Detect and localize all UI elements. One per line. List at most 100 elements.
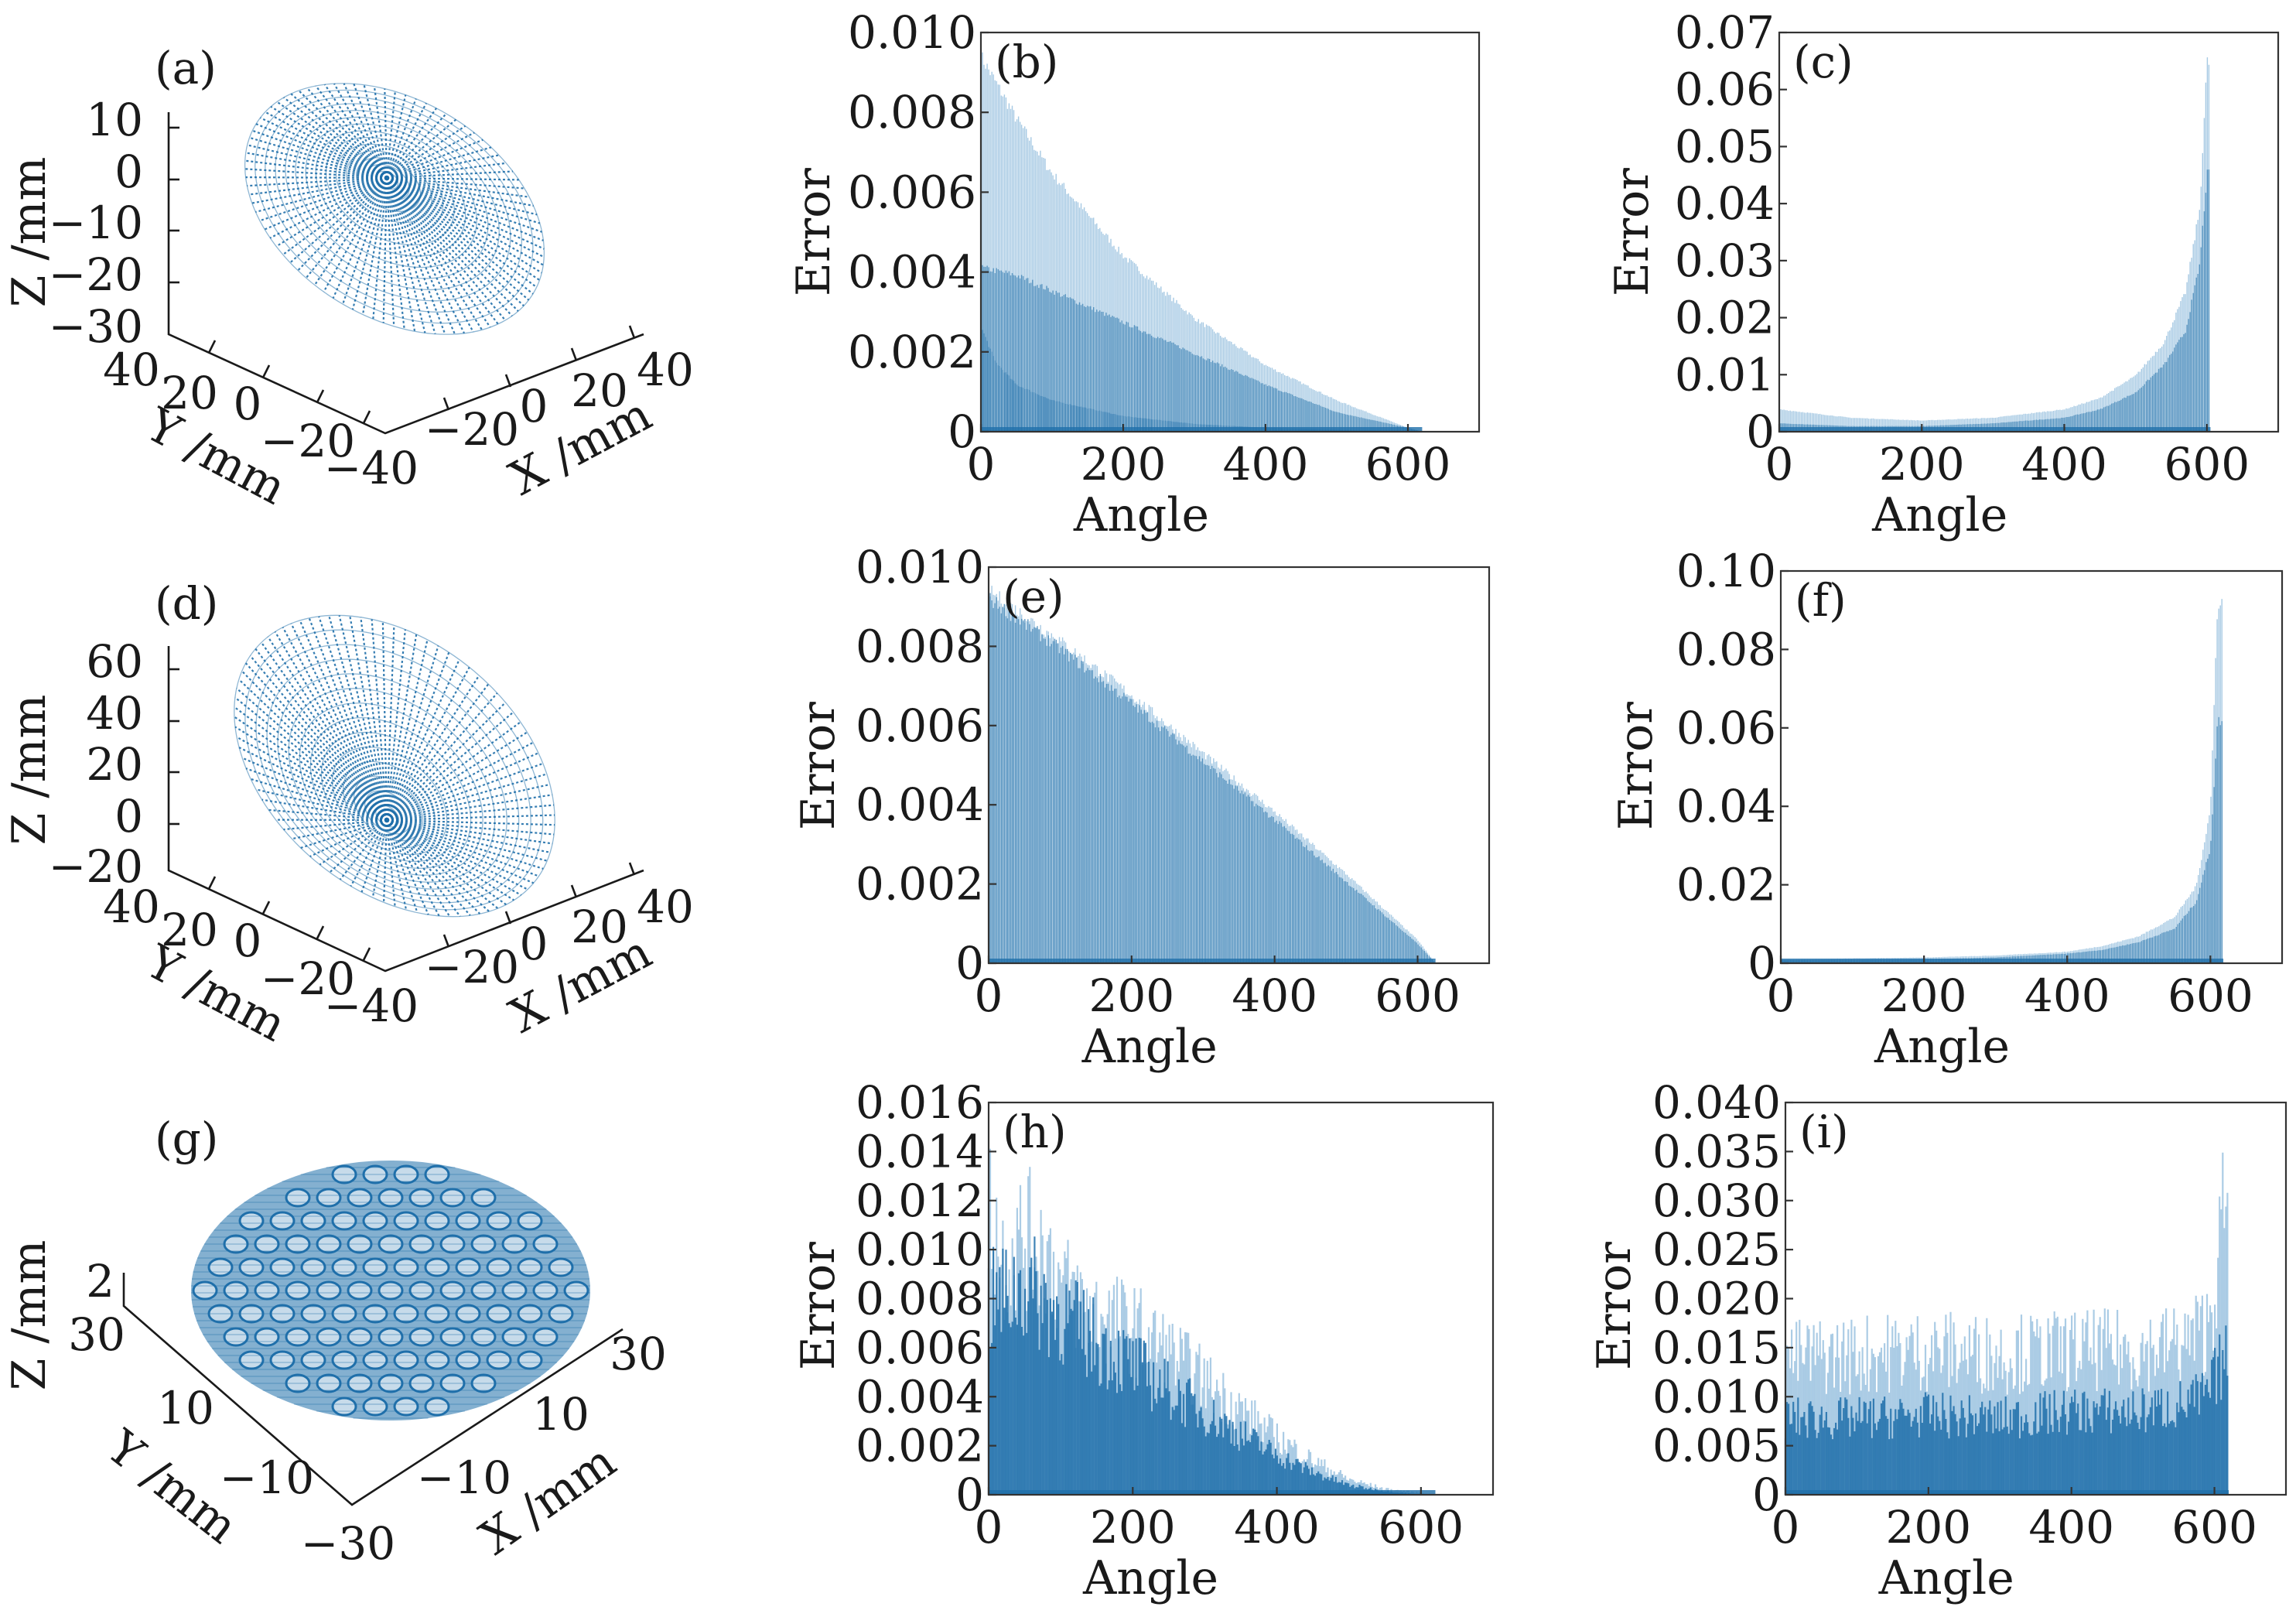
- error-bars: [1780, 599, 2223, 963]
- mesh-dimple: [254, 1327, 280, 1347]
- mesh-ring: [364, 790, 412, 835]
- axis-box-g: [122, 1273, 624, 1506]
- mesh-dimple: [331, 1211, 357, 1231]
- mesh-ring: [275, 103, 511, 302]
- mesh-dimple: [378, 1188, 404, 1208]
- surface-mesh-g: [191, 1161, 590, 1420]
- x-tick-label: 600: [2168, 969, 2253, 1022]
- x-tick-label: 20: [571, 364, 628, 417]
- x-axis-label: Angle: [1073, 488, 1209, 542]
- x-tick-label: 200: [1885, 1501, 1971, 1554]
- mesh-dimple: [300, 1211, 326, 1231]
- mesh-dimple: [408, 1280, 435, 1301]
- y-tick-label: 0.004: [848, 246, 976, 299]
- mesh-dimple: [517, 1211, 543, 1231]
- mesh-dimple: [285, 1280, 311, 1301]
- mesh-dimple: [455, 1211, 481, 1231]
- x-tick-label: 0: [520, 918, 548, 970]
- error-bars: [987, 1148, 1435, 1495]
- mesh-dimple: [331, 1396, 357, 1417]
- x-tick-label: 10: [532, 1388, 589, 1441]
- mesh-spoke: [319, 819, 388, 866]
- y-tick-label: 0.02: [1675, 292, 1775, 344]
- mesh-spoke: [382, 177, 388, 323]
- y-tick-label: −40: [324, 442, 419, 494]
- error-bars: [1778, 57, 2210, 432]
- x-tick-label: 0: [1767, 969, 1795, 1022]
- y-tick-label: 0: [234, 378, 262, 430]
- z-tick-label: −30: [49, 300, 143, 353]
- mesh-ring: [305, 123, 477, 268]
- y-axis-label: Error: [1605, 168, 1659, 296]
- plot-frame: [979, 31, 1481, 433]
- y-tick-label: 40: [103, 880, 160, 933]
- plot-frame: [987, 566, 1491, 965]
- mesh-dimple: [347, 1280, 373, 1301]
- mesh-dimple: [269, 1257, 296, 1277]
- error-bars: [988, 586, 1437, 963]
- mesh-dimple: [424, 1211, 450, 1231]
- mesh-dimple: [362, 1350, 388, 1370]
- error-plot-b: 0 200 400 600 0 0.002 0.004 0.006 0.008 0.010 Angl…: [787, 6, 1481, 542]
- y-tick-label: 0.014: [856, 1125, 984, 1178]
- baseline-band: [1785, 1490, 2229, 1495]
- y-tick-label: 0.05: [1675, 120, 1775, 173]
- mesh-spoke: [386, 819, 544, 870]
- z-tick-label: −20: [49, 248, 143, 301]
- mesh-spoke: [385, 177, 436, 334]
- mesh-dimple: [548, 1257, 574, 1277]
- mesh-spoke: [386, 177, 507, 321]
- mesh-spoke: [234, 716, 388, 821]
- panel-d-3d-plot: (d) 60 40 20 0 −20 Z /mm 40 20 0 −20 −40…: [2, 577, 694, 1052]
- panel-label: (e): [1003, 570, 1064, 623]
- y-tick-label: 0.04: [1676, 780, 1776, 832]
- mesh-dimple: [470, 1188, 497, 1208]
- mesh-spoke: [386, 176, 545, 250]
- mesh-spoke: [386, 176, 542, 233]
- error-plot-e: 0 200 400 600 0 0.002 0.004 0.006 0.008 0.010 Angl…: [791, 541, 1491, 1074]
- mesh-spoke: [385, 629, 406, 821]
- panel-label-g: (g): [155, 1113, 218, 1165]
- mesh-spoke: [305, 177, 388, 279]
- mesh-dimple: [486, 1350, 512, 1370]
- y-tick-label: 20: [161, 367, 218, 419]
- mesh-ring: [285, 110, 500, 291]
- y-tick-label: 0: [1746, 405, 1775, 458]
- mesh-dimple: [285, 1327, 311, 1347]
- mesh-spoke: [385, 639, 429, 821]
- x-tick-label: 400: [2028, 1501, 2114, 1554]
- mesh-ring: [356, 157, 422, 212]
- mesh-dimple: [532, 1327, 559, 1347]
- mesh-dimple: [362, 1257, 388, 1277]
- z-axis-label: Z /mm: [2, 1240, 56, 1391]
- y-tick-label: 0.08: [1676, 623, 1776, 675]
- y-axis-label: Error: [791, 702, 846, 830]
- y-tick-label: 0.002: [848, 326, 976, 378]
- y-tick-label: −40: [324, 979, 419, 1032]
- mesh-dimple: [408, 1327, 435, 1347]
- y-tick-label: 0: [1752, 1468, 1781, 1521]
- mesh-dimple: [192, 1280, 218, 1301]
- y-tick-label: 0.035: [1652, 1125, 1781, 1178]
- error-bars: [1784, 1152, 2229, 1495]
- x-tick-label: 600: [1378, 1501, 1464, 1554]
- mesh-spoke: [270, 105, 388, 179]
- x-tick-label: 0: [967, 438, 996, 491]
- mesh-spoke: [371, 619, 388, 821]
- panel-label: (f): [1795, 574, 1847, 627]
- z-axis-label: Z /mm: [2, 157, 56, 308]
- y-tick-label: −10: [220, 1451, 314, 1504]
- y-tick-label: 0.012: [856, 1174, 984, 1227]
- mesh-dimple: [393, 1396, 419, 1417]
- mesh-spoke: [384, 88, 388, 179]
- mesh-dimple: [424, 1350, 450, 1370]
- y-tick-label: 0.01: [1675, 348, 1775, 401]
- mesh-dimple: [393, 1211, 419, 1231]
- mesh-dimple: [470, 1280, 497, 1301]
- mesh-dimple: [362, 1396, 388, 1417]
- x-tick-label: 400: [2024, 969, 2110, 1022]
- x-tick-label: 400: [1234, 1501, 1320, 1554]
- z-tick-label: 10: [86, 94, 143, 146]
- y-axis-label: Error: [1609, 702, 1663, 830]
- mesh-ring: [277, 673, 507, 890]
